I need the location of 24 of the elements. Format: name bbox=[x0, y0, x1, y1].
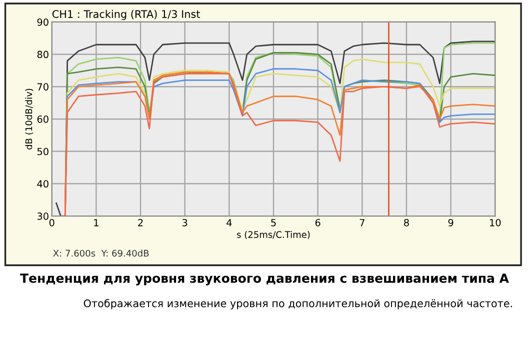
y-axis-title: dB (10dB/div) bbox=[25, 88, 34, 150]
x-tick-label: 4 bbox=[226, 219, 232, 226]
y-tick-label: 40 bbox=[37, 180, 48, 188]
text: X: 7.600s Y: 69.40dB bbox=[53, 250, 149, 257]
y-tick-label: 60 bbox=[37, 115, 48, 123]
y-tick-label: 70 bbox=[37, 83, 48, 90]
x-axis-title: s (25ms/C.Time) bbox=[237, 230, 310, 240]
x-tick-label: 9 bbox=[448, 218, 454, 226]
text: Отображается изменение уровня по дополнительной определённой частоте. bbox=[84, 299, 512, 310]
x-tick-label: 1 bbox=[94, 219, 98, 226]
x-tick-label: 7 bbox=[360, 219, 364, 226]
x-tick-label: 6 bbox=[315, 218, 320, 226]
x-tick-label: 8 bbox=[404, 218, 409, 226]
x-tick-label: 5 bbox=[271, 219, 276, 226]
x-tick-label: 0 bbox=[49, 218, 54, 226]
x-tick-label: 3 bbox=[182, 218, 188, 226]
y-tick-label: 50 bbox=[37, 148, 48, 156]
chart-title: CH1 : Tracking (RTA) 1/3 Inst bbox=[52, 10, 200, 20]
x-tick-label: 10 bbox=[490, 218, 501, 226]
y-tick-label: 30 bbox=[37, 212, 48, 220]
y-tick-label: 90 bbox=[37, 18, 48, 26]
x-tick-label: 2 bbox=[138, 218, 143, 226]
text: Тенденция для уровня звукового давления с взвешиванием типа A bbox=[20, 274, 509, 286]
y-tick-label: 80 bbox=[37, 50, 48, 58]
